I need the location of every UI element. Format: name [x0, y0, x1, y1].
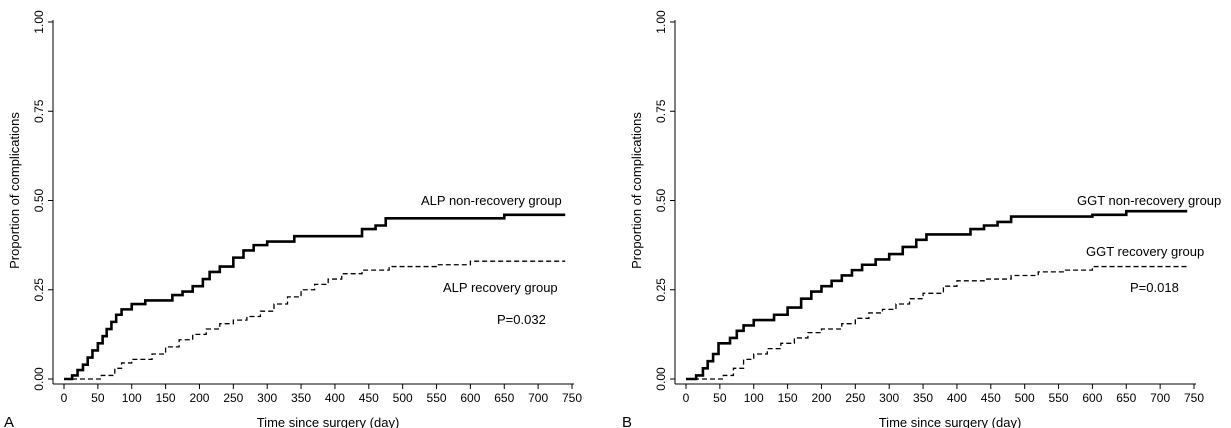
x-tick-label: 250 [223, 391, 243, 405]
y-tick-label: 0.25 [32, 278, 46, 302]
x-axis-title: Time since surgery (day) [879, 415, 1022, 428]
annotation-1: ALP recovery group [443, 280, 558, 295]
x-tick-label: 600 [460, 391, 480, 405]
x-tick-label: 500 [1015, 391, 1035, 405]
series-line-0 [64, 213, 566, 381]
x-tick-label: 350 [913, 391, 933, 405]
y-tick-label: 0.75 [654, 99, 668, 123]
x-tick-label: 700 [528, 391, 548, 405]
y-tick-label: 0.00 [32, 367, 46, 391]
annotation-2: P=0.032 [497, 312, 546, 327]
panel-a: 0 50 100 150 200 250 300 350 400 450 500 550 600 650 7… [4, 10, 582, 428]
x-tick-label: 0 [61, 391, 68, 405]
x-tick-label: 550 [427, 391, 447, 405]
x-axis-title: Time since surgery (day) [257, 415, 400, 428]
y-tick-label: 0.50 [32, 188, 46, 212]
panel-label: A [4, 414, 14, 428]
x-tick-label: 750 [1184, 391, 1204, 405]
annotation-0: ALP non-recovery group [421, 193, 562, 208]
x-tick-label: 300 [257, 391, 277, 405]
x-tick-label: 100 [122, 391, 142, 405]
y-axis-title: Proportion of complications [629, 112, 644, 269]
x-tick-label: 750 [562, 391, 582, 405]
annotation-0: GGT non-recovery group [1077, 193, 1221, 208]
x-tick-label: 400 [947, 391, 967, 405]
x-tick-label: 450 [359, 391, 379, 405]
x-tick-label: 250 [845, 391, 865, 405]
y-tick-label: 0.25 [654, 278, 668, 302]
x-tick-label: 0 [683, 391, 690, 405]
series-line-1 [686, 265, 1188, 380]
x-tick-label: 700 [1150, 391, 1170, 405]
panel-b: 0 50 100 150 200 250 300 350 400 450 500 550 600 650 7… [622, 10, 1221, 428]
x-tick-label: 50 [713, 391, 727, 405]
x-tick-label: 650 [494, 391, 514, 405]
series-line-1 [64, 260, 566, 380]
series-line-0 [686, 209, 1188, 381]
y-tick-label: 1.00 [32, 10, 46, 34]
x-tick-label: 200 [189, 391, 209, 405]
y-tick-label: 1.00 [654, 10, 668, 34]
y-tick-label: 0.00 [654, 367, 668, 391]
x-tick-label: 150 [778, 391, 798, 405]
x-tick-label: 50 [91, 391, 105, 405]
x-tick-label: 350 [291, 391, 311, 405]
panel-label: B [622, 414, 632, 428]
y-tick-label: 0.50 [654, 188, 668, 212]
x-tick-label: 600 [1082, 391, 1102, 405]
x-tick-label: 450 [981, 391, 1001, 405]
annotation-2: P=0.018 [1130, 280, 1179, 295]
x-tick-label: 650 [1116, 391, 1136, 405]
x-tick-label: 400 [325, 391, 345, 405]
y-tick-label: 0.75 [32, 99, 46, 123]
y-axis-title: Proportion of complications [7, 112, 22, 269]
x-tick-label: 550 [1049, 391, 1069, 405]
x-tick-label: 200 [811, 391, 831, 405]
x-tick-label: 150 [156, 391, 176, 405]
x-tick-label: 300 [879, 391, 899, 405]
x-tick-label: 100 [744, 391, 764, 405]
x-tick-label: 500 [393, 391, 413, 405]
annotation-1: GGT recovery group [1086, 244, 1204, 259]
